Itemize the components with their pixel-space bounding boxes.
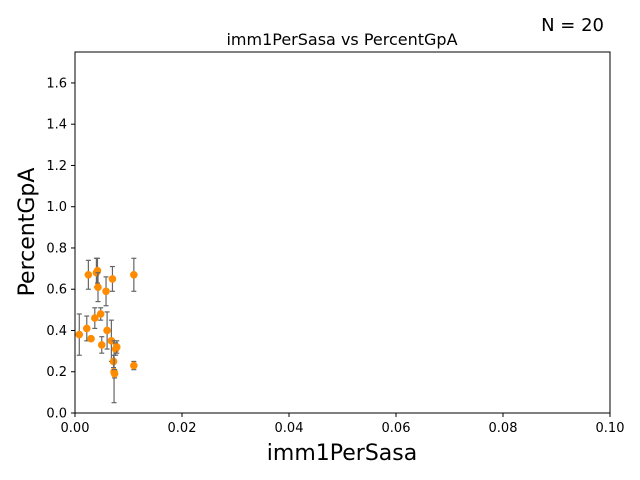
scatter-point — [130, 270, 138, 279]
y-tick-label: 1.6 — [46, 76, 67, 91]
x-tick-label: 0.08 — [489, 421, 518, 436]
scatter-point — [84, 270, 93, 279]
y-axis: 0.0 0.2 0.4 0.6 0.8 1.0 1.2 1.4 1.6 — [46, 76, 75, 422]
scatter-point — [102, 287, 110, 296]
x-tick-label: 0.06 — [382, 421, 411, 436]
scatter-point — [130, 361, 138, 370]
scatter-point — [94, 283, 102, 291]
y-tick-label: 0.8 — [46, 241, 67, 256]
x-axis: 0.00 0.02 0.04 0.06 0.08 0.10 — [61, 413, 625, 436]
x-tick-label: 0.02 — [168, 421, 197, 436]
x-tick-label: 0.04 — [275, 421, 304, 436]
scatter-point — [108, 275, 117, 283]
chart-title: imm1PerSasa vs PercentGpA — [226, 30, 457, 49]
scatter-point — [112, 343, 121, 351]
scatter-point — [82, 324, 91, 333]
data-point — [102, 276, 110, 307]
data-point — [110, 369, 119, 379]
scatter-point — [87, 334, 95, 343]
y-tick-label: 1.0 — [46, 200, 67, 215]
data-point — [84, 259, 93, 290]
data-point — [75, 313, 84, 356]
data-point — [90, 307, 99, 330]
y-tick-label: 0.4 — [46, 324, 67, 339]
scatter-point — [103, 326, 111, 335]
y-tick-label: 1.4 — [46, 118, 67, 133]
data-point — [82, 315, 91, 342]
x-tick-label: 0.00 — [61, 421, 90, 436]
plot-area — [74, 51, 611, 414]
sample-count-label: N = 20 — [541, 15, 604, 36]
y-tick-label: 0.6 — [46, 283, 67, 298]
y-axis-label: PercentGpA — [15, 168, 40, 297]
scatter-point — [96, 310, 105, 318]
scatter-point — [75, 330, 84, 339]
data-point — [130, 257, 138, 292]
x-axis-label: imm1PerSasa — [267, 441, 417, 466]
data-marks — [75, 257, 138, 404]
data-point — [96, 307, 105, 321]
scatter-point — [97, 341, 106, 349]
x-tick-label: 0.10 — [596, 421, 625, 436]
data-point — [94, 272, 102, 303]
plot-background — [75, 52, 610, 413]
y-tick-label: 1.2 — [46, 159, 67, 174]
scatter-point — [110, 370, 119, 378]
data-point — [108, 265, 117, 292]
data-point — [130, 360, 138, 371]
data-point — [97, 336, 106, 354]
y-tick-label: 0.2 — [46, 365, 67, 380]
data-point — [103, 311, 111, 350]
scatter-point — [90, 314, 99, 322]
plot-frame — [74, 51, 611, 414]
data-point — [112, 340, 121, 354]
data-point — [87, 334, 95, 343]
y-tick-label: 0.0 — [46, 407, 67, 422]
